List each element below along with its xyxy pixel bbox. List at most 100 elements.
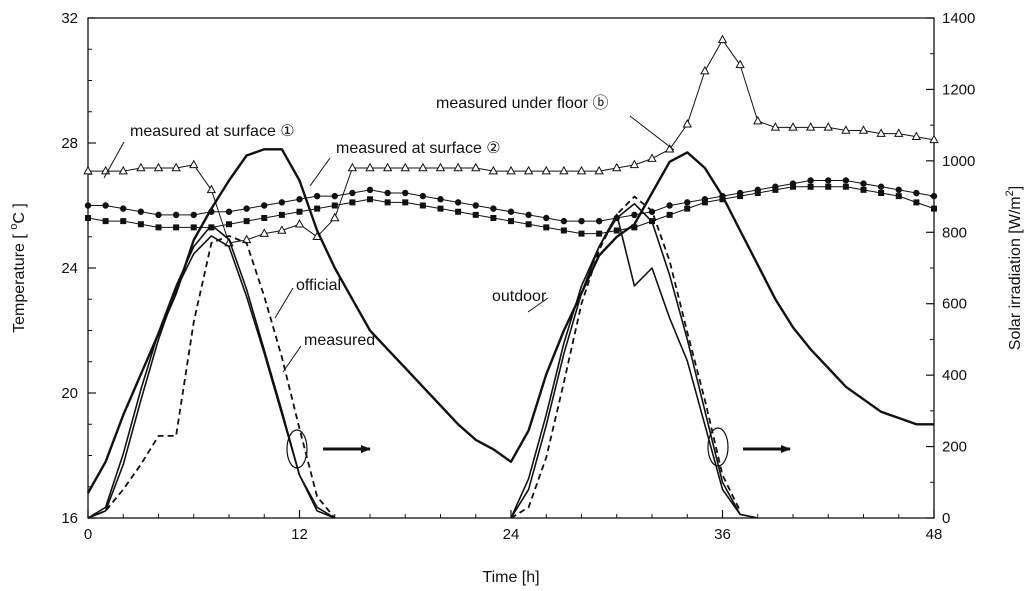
data-point-circle — [225, 208, 233, 215]
data-point-triangle — [365, 162, 375, 172]
data-point-triangle — [435, 162, 446, 172]
data-point-triangle — [259, 228, 269, 237]
data-point-circle — [684, 199, 691, 206]
series-outdoor — [86, 148, 934, 494]
y-left-tick-label: 20 — [61, 385, 78, 402]
data-point-triangle — [294, 219, 305, 228]
data-point-triangle — [823, 122, 833, 131]
x-tick-label: 24 — [503, 526, 520, 543]
y-right-tick-label: 1400 — [942, 10, 975, 27]
data-point-circle — [578, 217, 585, 225]
data-point-triangle — [788, 122, 798, 131]
data-point-square — [278, 211, 285, 218]
y-right-tick-label: 1000 — [942, 153, 975, 170]
y-right-tick-label: 200 — [942, 439, 967, 456]
data-point-circle — [172, 211, 180, 219]
data-point-square — [860, 186, 867, 193]
data-point-square — [331, 202, 338, 209]
data-point-triangle — [682, 119, 692, 128]
data-point-circle — [543, 214, 550, 222]
data-point-circle — [895, 186, 902, 194]
series-line-measured — [87, 235, 336, 519]
data-point-triangle — [612, 162, 622, 172]
series-measured-under-floor — [83, 34, 939, 247]
y-right-axis-title: Solar irradiation [W/m2] — [1004, 186, 1024, 350]
data-point-triangle — [83, 165, 93, 175]
y-right-tick-label: 1200 — [942, 81, 975, 98]
data-point-circle — [419, 192, 427, 200]
data-point-triangle — [929, 134, 939, 144]
data-point-circle — [190, 211, 197, 219]
data-point-square — [137, 221, 144, 228]
data-point-square — [613, 227, 620, 234]
data-point-circle — [913, 189, 920, 197]
data-point-circle — [437, 196, 444, 203]
annotation-leader-surface-2 — [309, 157, 331, 187]
data-point-triangle — [559, 165, 569, 175]
data-point-square — [472, 211, 479, 218]
series-layer — [83, 34, 939, 519]
x-tick-label: 12 — [291, 526, 308, 543]
data-point-square — [807, 183, 814, 190]
data-point-square — [631, 224, 638, 231]
data-point-circle — [366, 186, 374, 194]
data-point-triangle — [753, 115, 763, 125]
data-point-circle — [313, 192, 321, 200]
data-point-square — [737, 193, 744, 200]
data-point-circle — [877, 183, 885, 190]
data-point-triangle — [541, 165, 551, 175]
series-line-official — [87, 224, 336, 519]
data-point-square — [120, 218, 127, 225]
series-line-outdoor — [86, 148, 934, 494]
series-measured — [87, 202, 758, 519]
series-official — [87, 213, 758, 519]
data-point-triangle — [841, 125, 851, 134]
annotation-measured: measured — [304, 332, 375, 349]
data-point-circle — [102, 202, 109, 209]
data-point-square — [190, 224, 197, 231]
data-point-circle — [278, 199, 286, 206]
data-point-triangle — [488, 165, 499, 175]
data-point-square — [701, 199, 708, 206]
y-left-axis-title: Temperature [ oC ] — [8, 203, 28, 333]
data-point-square — [455, 208, 462, 215]
data-point-triangle — [471, 162, 481, 172]
data-point-circle — [454, 199, 462, 206]
data-point-square — [895, 193, 902, 200]
data-point-triangle — [382, 162, 393, 172]
series-measured-dashed — [87, 195, 741, 519]
annotation-leader-official — [274, 287, 294, 319]
data-point-circle — [120, 205, 127, 212]
data-point-triangle — [400, 162, 410, 172]
data-point-circle — [930, 192, 938, 200]
data-point-triangle — [453, 162, 463, 172]
data-point-square — [419, 202, 426, 209]
x-tick-label: 0 — [84, 526, 92, 543]
data-point-circle — [525, 211, 532, 219]
data-point-square — [261, 215, 268, 221]
data-point-square — [931, 205, 937, 212]
series-measured-at-surface — [85, 183, 937, 237]
data-point-circle — [860, 180, 867, 187]
data-point-circle — [261, 202, 268, 209]
y-right-tick-label: 600 — [942, 296, 967, 313]
data-point-square — [719, 196, 726, 203]
series-line-measured-dashed — [87, 235, 336, 519]
x-axis: 0 12 24 36 48 — [84, 510, 942, 543]
data-point-triangle — [189, 159, 199, 169]
data-point-square — [155, 224, 162, 231]
data-point-circle — [560, 217, 568, 225]
data-point-circle — [842, 177, 850, 184]
y-left-tick-label: 32 — [61, 10, 78, 27]
data-point-triangle — [277, 225, 287, 234]
annotation-measured-at-surface-1: measured at surface ① — [130, 123, 295, 140]
data-point-triangle — [118, 165, 128, 175]
series-line-official — [510, 213, 758, 519]
data-point-square — [790, 183, 796, 190]
data-point-circle — [807, 177, 814, 184]
data-point-square — [596, 230, 603, 237]
y-right-tick-label: 0 — [942, 510, 950, 527]
data-point-circle — [472, 202, 479, 209]
data-point-triangle — [894, 128, 904, 137]
